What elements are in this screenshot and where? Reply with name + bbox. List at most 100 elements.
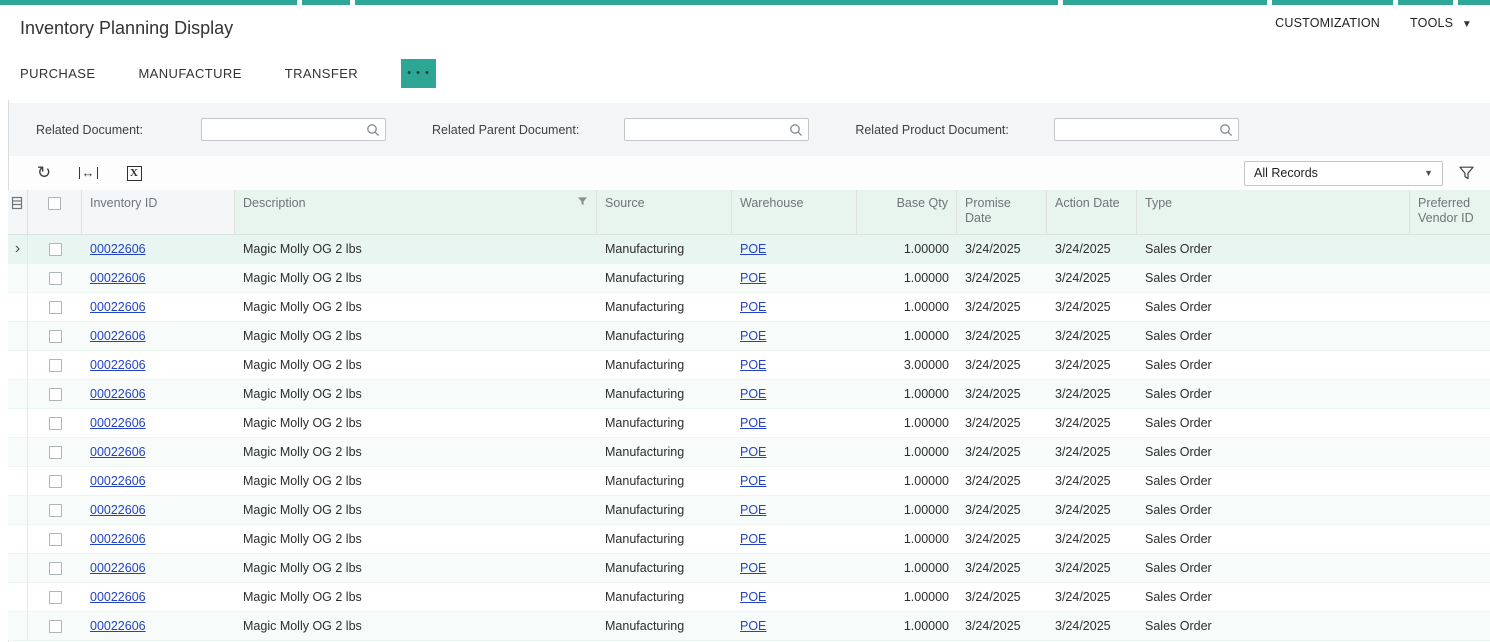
table-row[interactable]: › 00022606 Magic Molly OG 2 lbs Manufact… [8, 496, 1490, 525]
table-row[interactable]: › 00022606 Magic Molly OG 2 lbs Manufact… [8, 409, 1490, 438]
warehouse-cell[interactable]: POE [732, 532, 857, 546]
inventory-id-cell[interactable]: 00022606 [82, 590, 235, 604]
table-row[interactable]: › 00022606 Magic Molly OG 2 lbs Manufact… [8, 293, 1490, 322]
inventory-id-cell[interactable]: 00022606 [82, 300, 235, 314]
row-gutter[interactable]: › [8, 438, 28, 467]
row-settings-icon[interactable] [8, 190, 28, 235]
row-checkbox[interactable] [28, 474, 82, 488]
inventory-id-link[interactable]: 00022606 [90, 503, 146, 517]
warehouse-cell[interactable]: POE [732, 590, 857, 604]
inventory-id-link[interactable]: 00022606 [90, 387, 146, 401]
warehouse-cell[interactable]: POE [732, 619, 857, 633]
related-product-document-field[interactable] [1053, 118, 1239, 143]
tab-purchase[interactable]: PURCHASE [20, 65, 96, 81]
row-checkbox[interactable] [28, 271, 82, 285]
warehouse-link[interactable]: POE [740, 387, 767, 401]
table-row[interactable]: › 00022606 Magic Molly OG 2 lbs Manufact… [8, 264, 1490, 293]
tab-manufacture[interactable]: MANUFACTURE [138, 65, 242, 81]
inventory-id-cell[interactable]: 00022606 [82, 503, 235, 517]
warehouse-cell[interactable]: POE [732, 358, 857, 372]
row-checkbox[interactable] [28, 445, 82, 459]
row-checkbox[interactable] [28, 416, 82, 430]
search-icon[interactable] [365, 122, 381, 143]
table-row[interactable]: › 00022606 Magic Molly OG 2 lbs Manufact… [8, 467, 1490, 496]
table-row[interactable]: › 00022606 Magic Molly OG 2 lbs Manufact… [8, 351, 1490, 380]
tab-more-ellipsis[interactable]: • • • [401, 58, 437, 88]
inventory-id-cell[interactable]: 00022606 [82, 271, 235, 285]
warehouse-cell[interactable]: POE [732, 271, 857, 285]
records-filter-select[interactable]: All Records ▼ [1244, 160, 1443, 186]
export-excel-icon[interactable]: X [119, 165, 149, 181]
inventory-id-cell[interactable]: 00022606 [82, 387, 235, 401]
inventory-id-link[interactable]: 00022606 [90, 619, 146, 633]
warehouse-link[interactable]: POE [740, 271, 767, 285]
row-checkbox[interactable] [28, 532, 82, 546]
inventory-id-link[interactable]: 00022606 [90, 329, 146, 343]
row-checkbox[interactable] [28, 329, 82, 343]
related-parent-document-field[interactable] [624, 118, 810, 141]
warehouse-link[interactable]: POE [740, 474, 767, 488]
column-header-inventory-id[interactable]: Inventory ID [82, 190, 235, 235]
row-gutter[interactable]: › [8, 351, 28, 380]
inventory-id-link[interactable]: 00022606 [90, 474, 146, 488]
inventory-id-cell[interactable]: 00022606 [82, 416, 235, 430]
warehouse-cell[interactable]: POE [732, 445, 857, 459]
row-checkbox[interactable] [28, 590, 82, 604]
inventory-id-link[interactable]: 00022606 [90, 590, 146, 604]
column-header-promise-date[interactable]: Promise Date [957, 190, 1047, 235]
warehouse-link[interactable]: POE [740, 619, 767, 633]
row-gutter[interactable]: › [8, 467, 28, 496]
row-gutter[interactable]: › [8, 322, 28, 351]
row-checkbox[interactable] [28, 503, 82, 517]
row-gutter[interactable]: › [8, 264, 28, 293]
column-header-action-date[interactable]: Action Date [1047, 190, 1137, 235]
table-row[interactable]: › 00022606 Magic Molly OG 2 lbs Manufact… [8, 438, 1490, 467]
warehouse-link[interactable]: POE [740, 532, 767, 546]
table-row[interactable]: › 00022606 Magic Molly OG 2 lbs Manufact… [8, 612, 1490, 641]
column-header-description[interactable]: Description [235, 190, 597, 235]
inventory-id-link[interactable]: 00022606 [90, 271, 146, 285]
table-row[interactable]: › 00022606 Magic Molly OG 2 lbs Manufact… [8, 235, 1490, 264]
related-document-input[interactable] [202, 119, 386, 140]
table-row[interactable]: › 00022606 Magic Molly OG 2 lbs Manufact… [8, 322, 1490, 351]
related-document-field[interactable] [201, 118, 387, 143]
column-filter-funnel-icon[interactable] [577, 196, 588, 234]
row-gutter[interactable]: › [8, 525, 28, 554]
tab-transfer[interactable]: TRANSFER [284, 65, 359, 81]
warehouse-link[interactable]: POE [740, 242, 767, 256]
warehouse-cell[interactable]: POE [732, 387, 857, 401]
row-checkbox[interactable] [28, 387, 82, 401]
select-all-checkbox[interactable] [28, 190, 82, 235]
inventory-id-link[interactable]: 00022606 [90, 416, 146, 430]
warehouse-cell[interactable]: POE [732, 242, 857, 256]
inventory-id-link[interactable]: 00022606 [90, 242, 146, 256]
search-icon[interactable] [1218, 122, 1234, 143]
warehouse-cell[interactable]: POE [732, 300, 857, 314]
inventory-id-cell[interactable]: 00022606 [82, 445, 235, 459]
inventory-id-link[interactable]: 00022606 [90, 532, 146, 546]
warehouse-cell[interactable]: POE [732, 329, 857, 343]
inventory-id-link[interactable]: 00022606 [90, 445, 146, 459]
row-gutter[interactable]: › [8, 293, 28, 322]
row-checkbox[interactable] [28, 561, 82, 575]
tools-menu[interactable]: TOOLS ▼ [1410, 16, 1472, 30]
inventory-id-cell[interactable]: 00022606 [82, 329, 235, 343]
row-checkbox[interactable] [28, 358, 82, 372]
inventory-id-cell[interactable]: 00022606 [82, 242, 235, 256]
filter-settings-icon[interactable] [1443, 165, 1490, 181]
row-checkbox[interactable] [28, 242, 82, 256]
table-row[interactable]: › 00022606 Magic Molly OG 2 lbs Manufact… [8, 583, 1490, 612]
related-parent-document-input[interactable] [625, 119, 809, 140]
row-checkbox[interactable] [28, 619, 82, 633]
row-gutter[interactable]: › [8, 554, 28, 583]
row-checkbox[interactable] [28, 300, 82, 314]
inventory-id-link[interactable]: 00022606 [90, 561, 146, 575]
warehouse-cell[interactable]: POE [732, 503, 857, 517]
fit-width-icon[interactable]: ↔ [71, 166, 105, 179]
warehouse-link[interactable]: POE [740, 358, 767, 372]
table-row[interactable]: › 00022606 Magic Molly OG 2 lbs Manufact… [8, 525, 1490, 554]
warehouse-link[interactable]: POE [740, 503, 767, 517]
warehouse-link[interactable]: POE [740, 416, 767, 430]
inventory-id-cell[interactable]: 00022606 [82, 358, 235, 372]
related-product-document-input[interactable] [1054, 119, 1238, 140]
